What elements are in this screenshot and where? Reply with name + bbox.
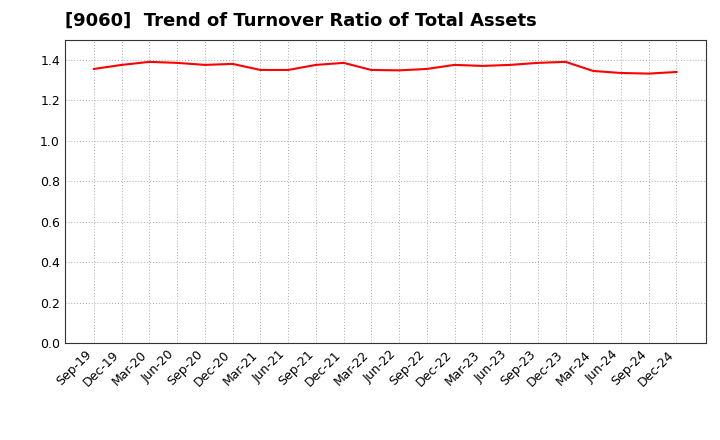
Text: [9060]  Trend of Turnover Ratio of Total Assets: [9060] Trend of Turnover Ratio of Total … (65, 12, 536, 30)
